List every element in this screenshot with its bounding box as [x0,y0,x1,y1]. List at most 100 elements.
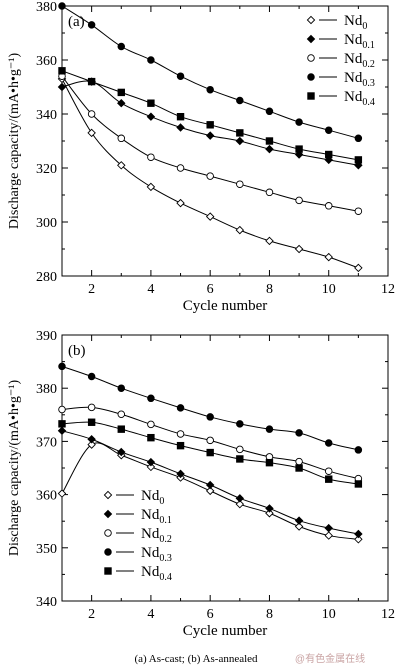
data-point [176,441,185,450]
y-tick-label: 280 [36,270,57,285]
x-tick-label: 6 [207,607,214,622]
x-tick-label: 12 [381,282,395,297]
data-point [295,464,303,472]
data-point [354,156,363,164]
legend-label-subscript: 0.2 [159,534,172,545]
legend-marker [306,34,316,44]
data-point [206,436,214,445]
x-tick-label: 4 [147,282,154,297]
data-point [176,198,185,208]
data-point [176,72,185,80]
data-point [236,455,244,463]
data-point [205,212,215,221]
data-point [58,2,66,10]
panel-label: (a) [68,14,85,30]
data-point [354,207,363,215]
y-tick-label: 380 [36,0,57,15]
data-point [58,420,66,428]
legend-label: Nd0.3 [141,545,172,564]
legend-label-subscript: 0.3 [159,553,172,564]
data-point [295,145,303,153]
figure-caption: (a) As-cast; (b) As-annealed [134,653,258,665]
data-point [295,196,303,205]
legend-label: Nd0 [141,488,164,507]
legend-marker [104,529,112,537]
y-tick-label: 320 [36,162,57,177]
legend-marker [103,509,113,519]
data-point [235,499,245,509]
data-point [265,508,274,518]
data-point [324,467,333,475]
data-point [205,131,215,140]
data-point [147,56,155,64]
data-point [146,462,156,472]
data-point [265,504,274,513]
data-point [325,475,333,483]
data-point [324,252,333,262]
data-point [354,535,363,544]
legend-label: Nd0.2 [344,51,375,70]
data-point [147,153,155,161]
data-point [265,144,274,154]
x-tick-label: 8 [266,607,273,622]
x-axis-label: Cycle number [183,623,268,639]
legend-marker [104,548,112,556]
data-point [87,110,96,118]
data-point [146,112,156,121]
y-tick-label: 370 [36,435,57,450]
legend-label-text: Nd [344,32,363,48]
x-tick-label: 8 [266,282,273,297]
legend-label-subscript: 0.1 [159,515,172,526]
x-axis-label: Cycle number [183,298,268,314]
legend-label-text: Nd [344,89,363,105]
series-nd-0-4 [58,418,363,488]
series-nd-0 [57,440,363,544]
legend-label-text: Nd [141,488,160,504]
data-point [265,188,274,197]
series-line [61,70,359,161]
data-point [236,180,244,188]
data-point [354,480,363,488]
legend-label: Nd0.2 [141,526,172,545]
legend-marker [307,92,315,100]
data-point [117,425,125,433]
legend-label-subscript: 0 [362,21,367,32]
data-point [295,429,303,437]
data-point [324,126,333,134]
series-nd-0-3 [58,362,363,454]
panel-label: (b) [68,343,86,359]
legend-label: Nd0.1 [344,32,375,51]
legend-marker [307,54,315,62]
y-tick-label: 360 [36,489,57,504]
data-point [205,486,215,496]
legend-label: Nd0.4 [141,564,172,583]
plot-frame [61,5,389,277]
data-point [58,362,66,371]
legend-label-subscript: 0.2 [362,59,375,70]
data-point [87,128,96,138]
data-point [57,489,67,498]
data-point [235,494,245,503]
y-tick-label: 340 [36,595,57,610]
legend-label: Nd0.4 [344,89,375,108]
data-point [147,420,155,429]
watermark: @有色金属在线 [295,652,365,665]
legend-label-text: Nd [344,70,363,86]
legend-label-subscript: 0.1 [362,40,375,51]
chart-panel-a: 2 4 6 8 10 12 280 300 320 340 360 380 Cycle number Di… [7,0,395,314]
data-point [265,425,274,433]
y-tick-label: 300 [36,216,57,231]
data-point [294,516,304,525]
data-point [58,67,66,75]
legend-label-text: Nd [141,564,160,580]
data-point [295,457,303,466]
series-nd-0-2 [58,403,363,483]
series-nd-0-3 [58,2,363,143]
data-point [117,384,126,392]
data-point [87,372,96,381]
legend-label-subscript: 0 [159,496,164,507]
data-point [176,430,185,438]
data-point [117,134,126,143]
data-point [87,418,96,426]
